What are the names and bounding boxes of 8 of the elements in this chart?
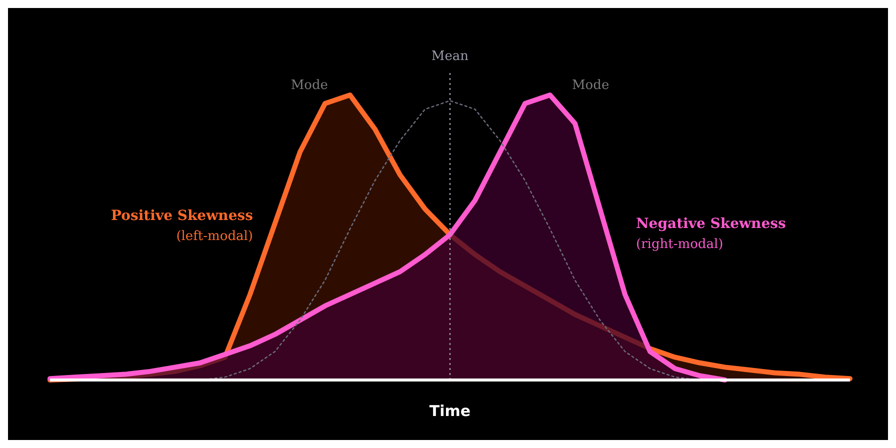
annotation: (left-modal) xyxy=(176,229,253,244)
text: Mode xyxy=(290,78,328,93)
x-axis-title: Time xyxy=(429,402,471,420)
text: Mean xyxy=(431,49,469,64)
annotation: (right-modal) xyxy=(636,237,724,252)
text: Mode xyxy=(572,78,610,93)
text: Negative Skewness xyxy=(636,216,786,232)
series-label: Positive Skewness xyxy=(110,208,254,224)
